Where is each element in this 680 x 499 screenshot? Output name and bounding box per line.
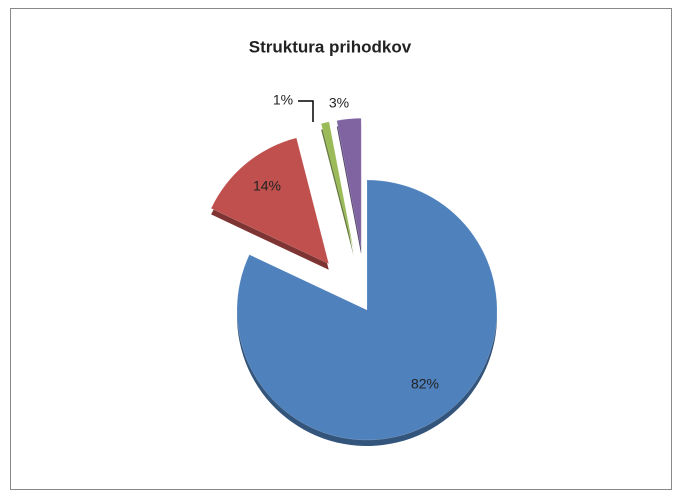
data-label: 82% bbox=[411, 376, 439, 392]
chart-title: Struktura prihodkov bbox=[249, 37, 412, 56]
leader-line bbox=[298, 100, 314, 122]
slice bbox=[210, 137, 330, 265]
pie bbox=[210, 118, 498, 447]
data-label: 3% bbox=[329, 95, 349, 111]
slice bbox=[236, 179, 498, 441]
slice bbox=[320, 121, 354, 250]
data-label: 14% bbox=[253, 178, 281, 194]
slice bbox=[336, 118, 362, 249]
data-label: 1% bbox=[273, 92, 293, 108]
slice-side bbox=[321, 127, 354, 256]
